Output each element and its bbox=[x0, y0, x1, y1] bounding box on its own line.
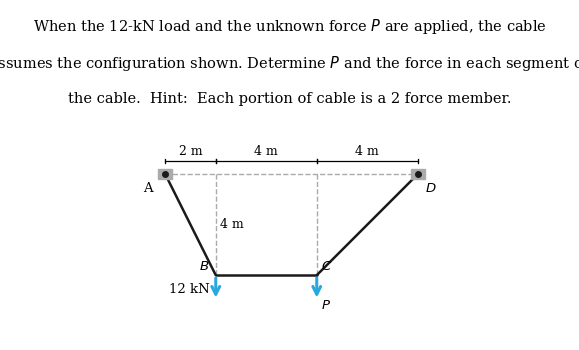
Text: 4 m: 4 m bbox=[254, 145, 278, 158]
Text: $B$: $B$ bbox=[199, 260, 210, 273]
Text: $P$: $P$ bbox=[321, 299, 331, 312]
Text: A: A bbox=[143, 182, 153, 195]
Bar bbox=[411, 169, 424, 179]
Text: $D$: $D$ bbox=[426, 182, 437, 195]
Text: 4 m: 4 m bbox=[356, 145, 379, 158]
Text: the cable.  Hint:  Each portion of cable is a 2 force member.: the cable. Hint: Each portion of cable i… bbox=[68, 92, 511, 106]
Bar bbox=[158, 169, 172, 179]
Text: $C$: $C$ bbox=[321, 260, 332, 273]
Text: When the 12-kN load and the unknown force $P$ are applied, the cable: When the 12-kN load and the unknown forc… bbox=[32, 17, 547, 36]
Text: 12 kN: 12 kN bbox=[168, 282, 210, 295]
Text: assumes the configuration shown. Determine $P$ and the force in each segment of: assumes the configuration shown. Determi… bbox=[0, 54, 579, 73]
Text: 2 m: 2 m bbox=[179, 145, 202, 158]
Text: 4 m: 4 m bbox=[220, 218, 244, 231]
